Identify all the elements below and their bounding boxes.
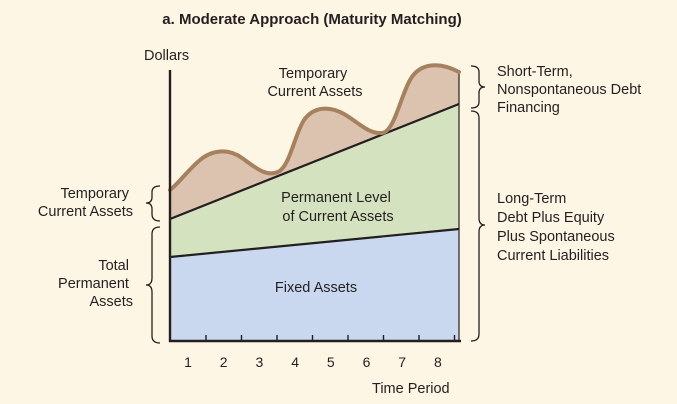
- right-brace-long-term: [470, 110, 486, 342]
- permanent-region-label: Permanent Level of Current Assets: [281, 190, 395, 225]
- diagram-title: a. Moderate Approach (Maturity Matching): [162, 11, 461, 28]
- left-brace-temporary: [145, 185, 161, 222]
- fixed-assets-line: [169, 227, 460, 259]
- x-tick-label: 7: [398, 354, 406, 370]
- left-total-permanent-label-line: Total: [98, 258, 129, 274]
- fixed-assets-label: Fixed Assets: [275, 280, 357, 296]
- x-tick-label: 4: [291, 354, 299, 370]
- permanent-region-label-line: Permanent Level: [281, 190, 391, 206]
- x-tick-label: 5: [327, 354, 335, 370]
- temporary-region-label: Temporary Current Assets: [267, 66, 362, 100]
- x-tick-label: 1: [184, 354, 192, 370]
- right-short-term-label-line: Short-Term,: [497, 64, 573, 80]
- temporary-region-label-line: Temporary: [279, 66, 348, 82]
- left-total-permanent-label-line: Assets: [89, 294, 133, 310]
- x-tick-label: 2: [220, 354, 228, 370]
- temporary-region-label-line: Current Assets: [267, 84, 362, 100]
- right-long-term-label-line: Long-Term: [497, 191, 566, 207]
- left-total-permanent-label-line: Permanent: [58, 276, 129, 292]
- right-long-term-label: Long-Term Debt Plus Equity Plus Spontane…: [497, 191, 619, 264]
- left-temporary-label: Temporary Current Assets: [38, 186, 133, 220]
- x-axis-ticks: 1 2 3 4 5 6 7 8: [184, 335, 456, 370]
- right-brace-short-term: [470, 65, 486, 109]
- permanent-level-line: [169, 102, 460, 221]
- permanent-current-assets-region: [170, 104, 459, 257]
- right-long-term-label-line: Plus Spontaneous: [497, 229, 615, 245]
- left-temporary-label-line: Temporary: [60, 186, 129, 202]
- left-total-permanent-label: Total Permanent Assets: [58, 258, 133, 310]
- left-brace-total-permanent: [145, 226, 161, 344]
- permanent-region-label-line: of Current Assets: [282, 209, 393, 225]
- right-long-term-label-line: Current Liabilities: [497, 248, 609, 264]
- right-short-term-label-line: Nonspontaneous Debt: [497, 82, 641, 98]
- x-tick-label: 8: [434, 354, 442, 370]
- fixed-assets-region: [170, 229, 459, 341]
- y-axis-label: Dollars: [144, 48, 189, 64]
- left-temporary-label-line: Current Assets: [38, 204, 133, 220]
- right-long-term-label-line: Debt Plus Equity: [497, 210, 605, 226]
- x-tick-label: 3: [256, 354, 264, 370]
- right-short-term-label-line: Financing: [497, 100, 560, 116]
- x-axis-label: Time Period: [372, 381, 450, 397]
- right-short-term-label: Short-Term, Nonspontaneous Debt Financin…: [497, 64, 645, 116]
- total-assets-wave: [168, 63, 461, 192]
- x-tick-label: 6: [363, 354, 371, 370]
- temporary-current-assets-region: [170, 65, 459, 219]
